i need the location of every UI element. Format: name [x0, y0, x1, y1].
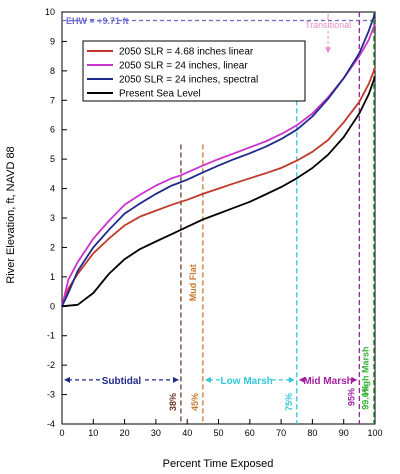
series-layer	[61, 13, 376, 308]
mid-marsh-label-bg	[306, 372, 351, 386]
legend-box	[82, 40, 306, 102]
ehw-label: EHW = +9.71 ft	[66, 16, 129, 26]
legend-label: 2050 SLR = 24 inches, spectral	[119, 75, 258, 86]
boundary-label: 95%	[346, 388, 356, 406]
mud-flat-label: Mud Flat	[188, 264, 198, 301]
series-line-4	[61, 76, 376, 308]
transitional-label: Transitional	[305, 20, 351, 30]
x-tick-label: 80	[307, 428, 317, 438]
subtidal-arrow	[64, 376, 179, 383]
low-marsh-arrow	[204, 376, 295, 383]
x-tick-label: 90	[339, 428, 349, 438]
boundary-label: 45%	[190, 393, 200, 411]
boundary-label: 75%	[284, 393, 294, 411]
x-tick-label: 0	[59, 428, 64, 438]
y-tick-label: 7	[50, 95, 55, 105]
subtidal-label-bg	[100, 372, 143, 386]
x-tick-label: 30	[151, 428, 161, 438]
y-tick-label: -2	[47, 360, 55, 370]
low-marsh-label-bg	[222, 372, 271, 386]
x-tick-label: 20	[120, 428, 130, 438]
axes-layer: 0 10 20 30 40 50 60 70 80 90 100 -4 -3 -2 -1 0 1 2 3 4 5 6 7 8 9…	[45, 7, 383, 438]
x-tick-label: 40	[182, 428, 192, 438]
y-tick-label: 3	[50, 213, 55, 223]
subtidal-label: Subtidal	[102, 376, 142, 387]
x-axis-title: Percent Time Exposed	[163, 458, 274, 470]
x-tick-label: 10	[88, 428, 98, 438]
x-tick-label: 60	[245, 428, 255, 438]
low-marsh-label: Low Marsh	[221, 376, 273, 387]
legend: 2050 SLR = 4.68 inches linear 2050 SLR = …	[82, 40, 306, 102]
y-tick-label: 0	[50, 301, 55, 311]
y-tick-label: 10	[45, 7, 55, 17]
y-tick-label: 6	[50, 125, 55, 135]
y-tick-label: 4	[50, 184, 55, 194]
high-marsh-label: High Marsh	[361, 347, 371, 396]
series-line-1	[61, 67, 376, 307]
y-tick-label: 8	[50, 66, 55, 76]
series-line-3	[61, 13, 376, 307]
y-tick-label: -1	[47, 331, 55, 341]
boundary-label: 38%	[168, 393, 178, 411]
y-axis-title: River Elevation, ft, NAVD 88	[5, 146, 17, 283]
legend-label: 2050 SLR = 4.68 inches linear	[119, 47, 254, 58]
x-tick-label: 70	[276, 428, 286, 438]
y-tick-label: -4	[47, 419, 55, 429]
y-tick-label: -3	[47, 390, 55, 400]
x-tick-label: 50	[213, 428, 223, 438]
transitional-arrow	[325, 14, 332, 54]
y-tick-label: 2	[50, 242, 55, 252]
y-tick-label: 9	[50, 36, 55, 46]
legend-label: 2050 SLR = 24 inches, linear	[119, 61, 248, 72]
legend-label: Present Sea Level	[119, 89, 201, 100]
boundary-label: 99.6%	[361, 384, 371, 410]
y-tick-label: 5	[50, 154, 55, 164]
y-tick-label: 1	[50, 272, 55, 282]
mid-marsh-label: Mid Marsh	[303, 376, 352, 387]
x-tick-label: 100	[367, 428, 382, 438]
